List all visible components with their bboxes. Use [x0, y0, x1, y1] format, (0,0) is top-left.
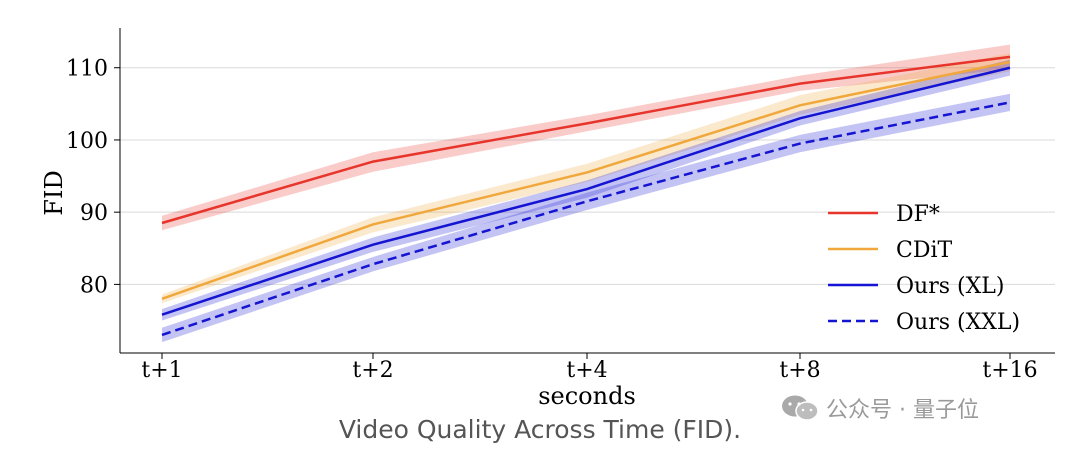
x-tick-label: t+8 — [779, 358, 820, 383]
ticks: 80 90 100 110 t+1 t+2 t+4 t+8 t+16 — [66, 57, 1038, 383]
y-tick-label: 80 — [80, 273, 108, 298]
x-axis-label: seconds — [538, 382, 636, 410]
y-tick-label: 90 — [80, 201, 108, 226]
x-tick-label: t+4 — [566, 358, 607, 383]
legend-label-cdit: CDiT — [896, 238, 953, 263]
ours-xxl-line — [161, 101, 1011, 337]
cdit-confidence-band — [162, 53, 1010, 304]
y-axis-label: FID — [40, 170, 68, 215]
grid-lines — [120, 67, 1055, 285]
wechat-icon — [782, 395, 819, 421]
legend: DF* CDiT Ours (XL) Ours (XXL) — [828, 202, 1020, 335]
df-confidence-band — [162, 44, 1010, 231]
figure-caption: Video Quality Across Time (FID). — [338, 415, 742, 444]
watermark: 公众号 · 量子位 — [780, 392, 979, 424]
series-lines — [161, 55, 1011, 337]
x-tick-label: t+1 — [141, 358, 182, 383]
legend-label-ours-xxl: Ours (XXL) — [896, 310, 1020, 335]
watermark-text: 公众号 · 量子位 — [826, 398, 979, 423]
y-tick-label: 100 — [66, 129, 108, 154]
legend-label-df: DF* — [896, 202, 940, 227]
x-tick-label: t+16 — [982, 358, 1037, 383]
y-tick-label: 110 — [66, 57, 108, 82]
cdit-line — [161, 60, 1011, 301]
legend-label-ours-xl: Ours (XL) — [896, 274, 1004, 299]
ours-xl-line — [161, 66, 1011, 316]
x-tick-label: t+2 — [352, 358, 393, 383]
df-line — [161, 55, 1011, 225]
ours-xxl-confidence-band — [162, 93, 1010, 343]
